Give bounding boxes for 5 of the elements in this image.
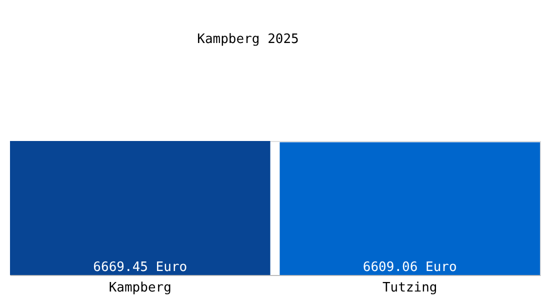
x-tick-label: Kampberg bbox=[108, 280, 172, 296]
data-label: 6609.06 Euro bbox=[362, 260, 457, 275]
x-tick-label: Tutzing bbox=[382, 280, 438, 296]
data-label: 6669.45 Euro bbox=[93, 260, 188, 275]
chart-title: Kampberg 2025 bbox=[197, 32, 299, 47]
